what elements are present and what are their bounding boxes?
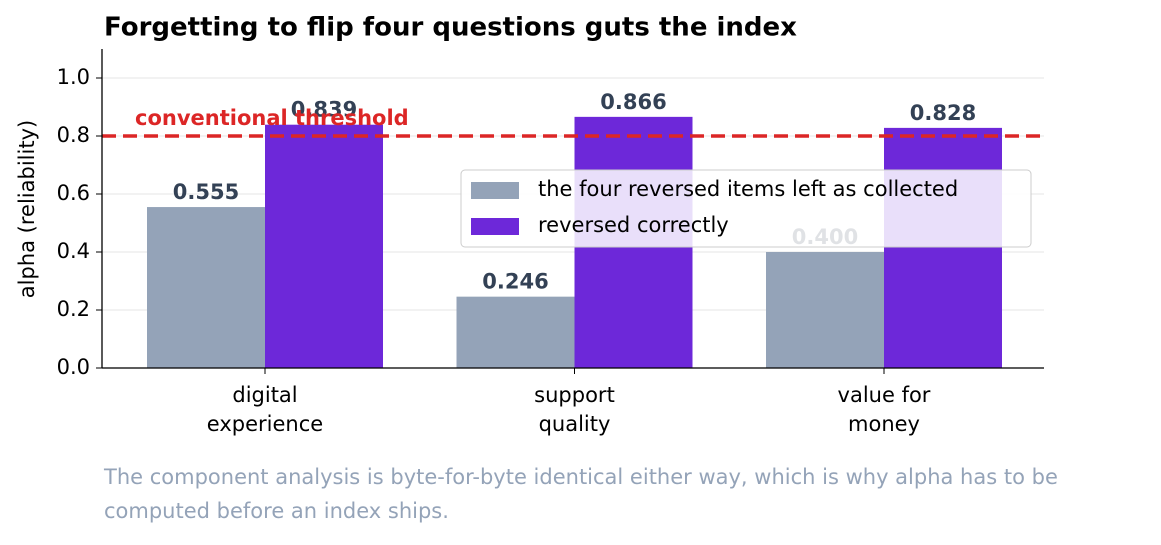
- value-label: 0.839: [291, 98, 357, 122]
- value-label: 0.555: [173, 180, 239, 204]
- y-tick-label: 0.2: [57, 297, 90, 321]
- threshold-label: conventional threshold: [135, 106, 409, 130]
- y-tick-label: 0.0: [57, 355, 90, 379]
- legend-swatch: [471, 182, 519, 199]
- y-tick-label: 0.4: [57, 239, 90, 263]
- y-tick-label: 0.8: [57, 123, 90, 147]
- value-label: 0.866: [600, 90, 666, 114]
- bar: [147, 207, 265, 368]
- caption: The component analysis is byte-for-byte …: [103, 465, 1058, 489]
- legend-swatch: [471, 218, 519, 235]
- bar: [456, 296, 575, 368]
- y-tick-label: 1.0: [57, 65, 90, 89]
- bar: [265, 124, 383, 368]
- x-tick-label: value for money: [838, 383, 931, 436]
- bar: [884, 127, 1002, 368]
- caption: computed before an index ships.: [104, 499, 449, 523]
- y-axis-label: alpha (reliability): [15, 120, 39, 298]
- legend-label: reversed correctly: [538, 213, 729, 237]
- value-label: 0.828: [910, 101, 976, 125]
- bar: [766, 252, 884, 368]
- value-label: 0.246: [482, 270, 548, 294]
- legend: [460, 169, 1032, 248]
- legend-label: the four reversed items left as collecte…: [538, 177, 958, 201]
- x-tick-label: support quality: [534, 383, 615, 436]
- y-tick-label: 0.6: [57, 181, 90, 205]
- x-tick-label: digital experience: [207, 383, 323, 436]
- chart-title: Forgetting to flip four questions guts t…: [104, 13, 797, 43]
